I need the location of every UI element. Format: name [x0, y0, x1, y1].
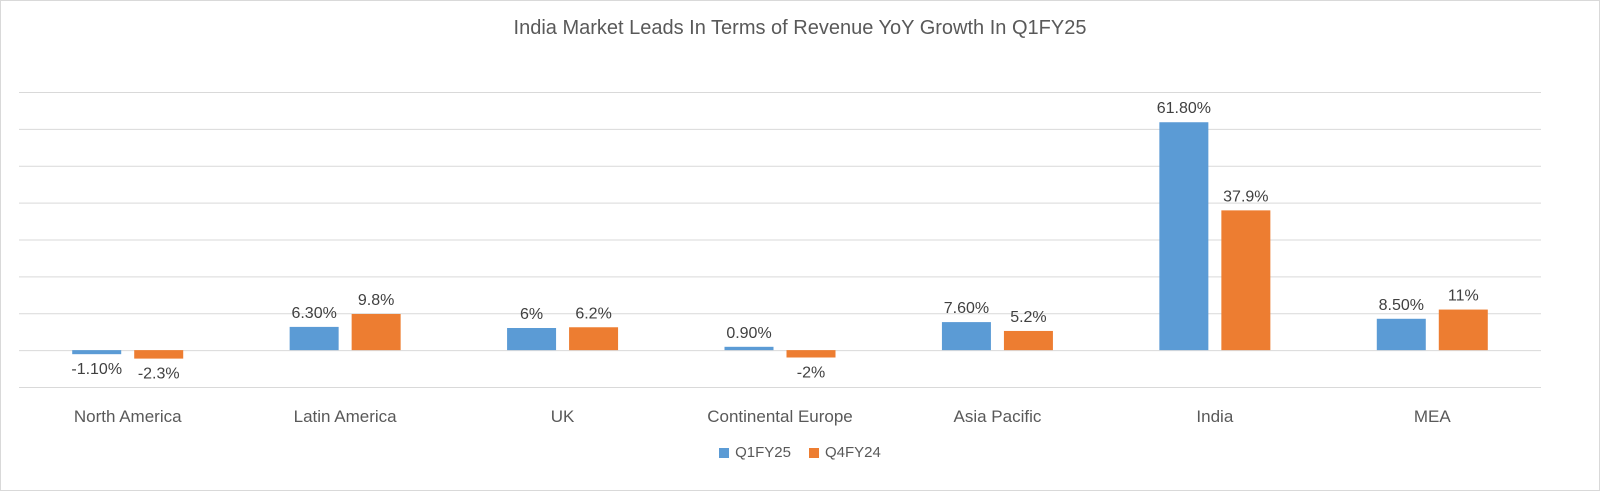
data-label: 6%: [520, 306, 543, 323]
x-tick-label: North America: [74, 407, 182, 426]
bar-q4fy24: [569, 327, 619, 351]
legend-label-q4fy24: Q4FY24: [825, 444, 881, 461]
bar-q4fy24: [351, 313, 401, 351]
x-tick-label: UK: [551, 407, 575, 426]
bar-q1fy25: [941, 322, 991, 351]
chart-title: India Market Leads In Terms of Revenue Y…: [513, 17, 1087, 39]
bar-q1fy25: [724, 346, 774, 351]
legend-swatch-q1fy25: [719, 447, 730, 458]
x-tick-label: India: [1196, 407, 1233, 426]
data-label: -1.10%: [71, 361, 122, 378]
bar-q1fy25: [507, 328, 557, 351]
x-tick-label: Asia Pacific: [953, 407, 1041, 426]
bar-q4fy24: [786, 350, 836, 358]
legend-item-q4fy24: Q4FY24: [809, 444, 881, 461]
legend-swatch-q4fy24: [809, 447, 819, 458]
legend-label-q1fy25: Q1FY25: [735, 444, 791, 461]
x-tick-label: Continental Europe: [707, 407, 853, 426]
bar-q4fy24: [1003, 330, 1053, 351]
data-label: 7.60%: [944, 300, 989, 317]
x-tick-label: Latin America: [294, 407, 398, 426]
data-label: 37.9%: [1223, 188, 1268, 205]
data-label: 6.2%: [575, 305, 611, 322]
data-label: 0.90%: [726, 325, 771, 342]
data-label: 8.50%: [1379, 297, 1424, 314]
bar-q1fy25: [289, 326, 339, 351]
data-label: -2%: [797, 365, 825, 382]
data-label: 9.8%: [358, 292, 394, 309]
data-label: 61.80%: [1157, 100, 1211, 117]
x-tick-label: MEA: [1414, 407, 1452, 426]
bar-q1fy25: [1159, 122, 1209, 351]
bar-q4fy24: [134, 350, 184, 359]
data-label: -2.3%: [138, 366, 180, 383]
data-label: 5.2%: [1010, 309, 1046, 326]
legend-item-q1fy25: Q1FY25: [719, 444, 791, 461]
bar-q1fy25: [1376, 318, 1426, 351]
bar-q4fy24: [1221, 210, 1271, 351]
bar-q4fy24: [1438, 309, 1488, 351]
legend: Q1FY25 Q4FY24: [1, 444, 1599, 461]
data-label: 11%: [1448, 288, 1479, 305]
bar-q1fy25: [72, 350, 122, 355]
data-label: 6.30%: [291, 305, 336, 322]
